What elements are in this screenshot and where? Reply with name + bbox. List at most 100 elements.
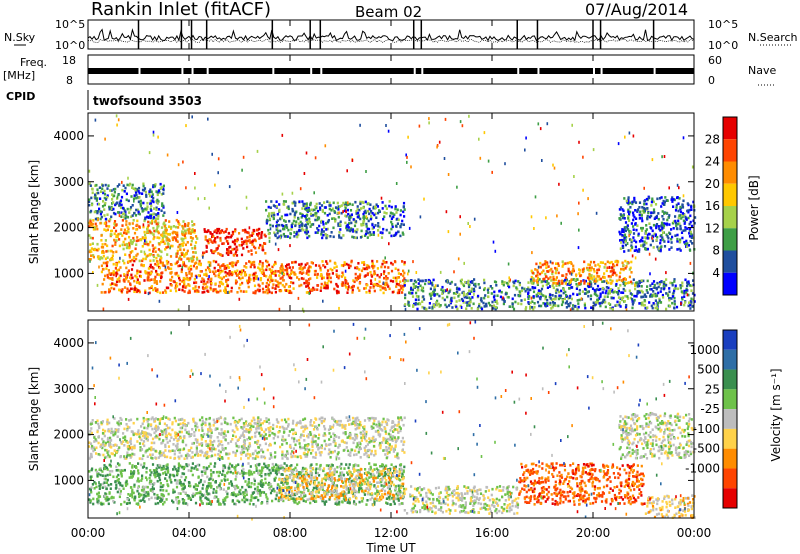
data-cell: [112, 251, 115, 254]
data-cell: [88, 250, 91, 254]
data-cell: [458, 293, 461, 296]
data-cell: [178, 451, 181, 454]
scatter-cell: [133, 199, 135, 203]
data-cell: [214, 249, 217, 253]
data-cell: [98, 257, 102, 261]
scatter-cell: [96, 283, 99, 287]
data-cell: [123, 212, 126, 215]
data-cell: [630, 260, 633, 264]
data-cell: [345, 203, 348, 207]
data-cell: [99, 453, 102, 457]
data-cell: [298, 284, 301, 288]
data-cell: [457, 295, 460, 298]
data-cell: [350, 213, 353, 216]
data-cell: [548, 269, 551, 272]
data-cell: [646, 214, 649, 218]
data-cell: [150, 190, 153, 194]
data-cell: [223, 264, 226, 268]
data-cell: [579, 280, 583, 283]
data-cell: [154, 250, 157, 253]
data-cell: [502, 283, 505, 287]
data-cell: [412, 282, 415, 286]
data-cell: [542, 277, 545, 281]
data-cell: [328, 204, 331, 207]
data-cell: [269, 223, 272, 227]
scatter-cell: [123, 215, 125, 219]
data-cell: [190, 446, 193, 450]
data-cell: [254, 291, 257, 295]
scatter-cell: [346, 225, 348, 228]
scatter-cell: [245, 206, 248, 210]
scatter-cell: [89, 259, 91, 263]
data-cell: [630, 244, 633, 247]
data-cell: [291, 261, 294, 264]
scatter-cell: [181, 265, 184, 269]
data-cell: [554, 297, 557, 301]
data-cell: [95, 183, 98, 187]
data-cell: [613, 264, 616, 268]
noise-strip: N.Sky N.Search 10^5 10^0 10^5 10^0: [4, 18, 798, 52]
data-cell: [309, 277, 312, 280]
data-cell: [328, 272, 331, 276]
data-cell: [100, 264, 103, 268]
data-cell: [99, 221, 102, 225]
data-cell: [581, 290, 584, 293]
data-cell: [574, 278, 577, 282]
data-cell: [295, 439, 298, 443]
data-cell: [555, 276, 558, 279]
data-cell: [309, 225, 312, 228]
scatter-cell: [176, 211, 179, 214]
data-cell: [234, 282, 238, 285]
data-cell: [272, 423, 275, 427]
data-cell: [368, 437, 371, 440]
data-cell: [125, 215, 128, 218]
data-cell: [556, 288, 559, 292]
data-cell: [316, 276, 319, 279]
data-cell: [618, 303, 621, 307]
data-cell: [515, 286, 518, 289]
data-cell: [288, 291, 291, 294]
data-cell: [129, 287, 133, 291]
data-cell: [626, 262, 629, 265]
data-cell: [288, 276, 291, 279]
data-cell: [630, 240, 633, 244]
data-cell: [264, 252, 267, 255]
data-cell: [631, 303, 634, 306]
data-cell: [291, 270, 294, 274]
data-cell: [609, 288, 612, 291]
data-cell: [244, 239, 247, 243]
data-cell: [333, 209, 336, 213]
data-cell: [96, 211, 99, 215]
data-cell: [314, 456, 317, 459]
scatter-cell: [682, 194, 685, 198]
data-cell: [150, 195, 153, 199]
data-cell: [610, 290, 613, 293]
data-cell: [324, 233, 327, 236]
data-cell: [619, 271, 622, 275]
data-cell: [469, 298, 472, 301]
data-cell: [125, 277, 128, 281]
data-cell: [274, 274, 277, 277]
data-cell: [142, 440, 146, 443]
data-cell: [641, 219, 644, 223]
data-cell: [662, 285, 665, 288]
data-cell: [645, 295, 648, 298]
data-cell: [363, 267, 366, 271]
data-cell: [650, 214, 653, 218]
scatter-cell: [469, 225, 471, 228]
scatter-cell: [686, 293, 689, 297]
data-cell: [307, 286, 310, 290]
data-cell: [363, 215, 366, 218]
data-cell: [305, 443, 308, 447]
data-cell: [316, 428, 319, 431]
scatter-cell: [582, 155, 584, 159]
data-cell: [249, 260, 252, 264]
data-cell: [461, 299, 465, 302]
data-cell: [619, 239, 622, 242]
data-cell: [122, 259, 125, 263]
data-cell: [127, 269, 130, 272]
data-cell: [670, 297, 673, 300]
data-cell: [113, 238, 116, 242]
data-cell: [224, 438, 227, 441]
data-cell: [104, 239, 107, 242]
